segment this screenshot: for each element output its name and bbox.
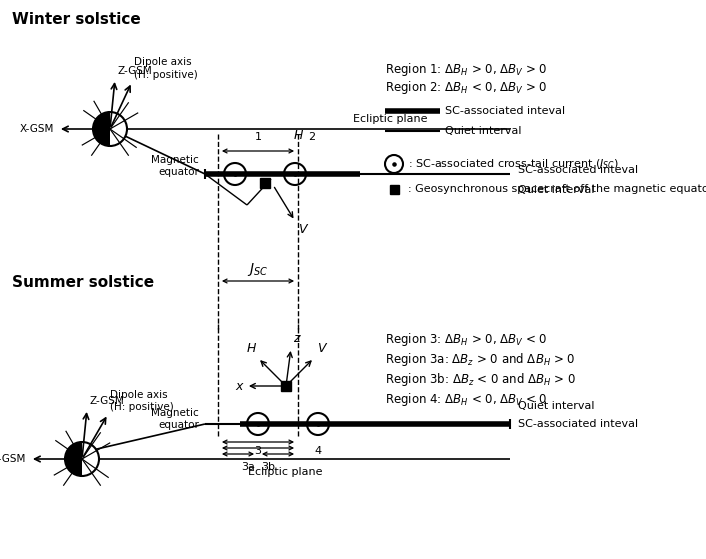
Text: Quiet interval: Quiet interval: [518, 401, 594, 411]
Text: SC-associated inteval: SC-associated inteval: [518, 165, 638, 175]
Text: 2: 2: [309, 132, 316, 142]
Text: X-GSM: X-GSM: [0, 454, 26, 464]
Text: V: V: [317, 342, 325, 355]
Text: V: V: [298, 223, 306, 236]
Text: 3a: 3a: [241, 462, 255, 472]
Text: Ecliptic plane: Ecliptic plane: [248, 467, 322, 477]
Text: Magnetic
equator: Magnetic equator: [151, 155, 199, 177]
Text: SC-associated inteval: SC-associated inteval: [518, 419, 638, 429]
Bar: [281, 381, 291, 391]
Text: : SC-associated cross-tail current ($J_{SC}$): : SC-associated cross-tail current ($J_{…: [408, 157, 619, 171]
Text: : Geosynchronous spacecraft off the magnetic equator: : Geosynchronous spacecraft off the magn…: [408, 184, 706, 194]
Text: Magnetic
equator: Magnetic equator: [151, 408, 199, 430]
Text: Region 3a: $\Delta B_z$ > 0 and $\Delta B_H$ > 0: Region 3a: $\Delta B_z$ > 0 and $\Delta …: [385, 350, 575, 367]
Text: Z-GSM: Z-GSM: [90, 396, 125, 406]
Text: 3: 3: [254, 446, 261, 456]
Text: H: H: [293, 129, 303, 142]
Text: 1: 1: [254, 132, 261, 142]
Bar: [260, 178, 270, 188]
Polygon shape: [93, 112, 110, 146]
Text: Summer solstice: Summer solstice: [12, 275, 154, 290]
Text: 4: 4: [314, 446, 321, 456]
Text: Ecliptic plane: Ecliptic plane: [353, 114, 427, 124]
Bar: [390, 184, 398, 193]
Text: Z-GSM: Z-GSM: [117, 66, 152, 76]
Text: Quiet interval: Quiet interval: [445, 126, 522, 136]
Text: Region 4: $\Delta B_H$ < 0, $\Delta B_V$ < 0: Region 4: $\Delta B_H$ < 0, $\Delta B_V$…: [385, 391, 548, 408]
Text: X-GSM: X-GSM: [20, 124, 54, 134]
Text: SC-associated inteval: SC-associated inteval: [445, 106, 565, 116]
Text: z: z: [293, 332, 299, 345]
Text: 3b: 3b: [261, 462, 275, 472]
Text: Winter solstice: Winter solstice: [12, 12, 140, 27]
Text: Region 1: $\Delta B_H$ > 0, $\Delta B_V$ > 0: Region 1: $\Delta B_H$ > 0, $\Delta B_V$…: [385, 60, 548, 78]
Text: x: x: [236, 380, 243, 392]
Text: Region 3: $\Delta B_H$ > 0, $\Delta B_V$ < 0: Region 3: $\Delta B_H$ > 0, $\Delta B_V$…: [385, 330, 548, 348]
Text: Region 2: $\Delta B_H$ < 0, $\Delta B_V$ > 0: Region 2: $\Delta B_H$ < 0, $\Delta B_V$…: [385, 78, 548, 96]
Text: Region 3b: $\Delta B_z$ < 0 and $\Delta B_H$ > 0: Region 3b: $\Delta B_z$ < 0 and $\Delta …: [385, 371, 576, 387]
Text: Dipole axis
(H: positive): Dipole axis (H: positive): [110, 390, 174, 412]
Text: H: H: [246, 342, 256, 355]
Text: $J_{SC}$: $J_{SC}$: [247, 260, 269, 277]
Text: Quiet interval: Quiet interval: [518, 185, 594, 195]
Text: Dipole axis
(H: positive): Dipole axis (H: positive): [134, 58, 198, 80]
Polygon shape: [65, 442, 82, 476]
